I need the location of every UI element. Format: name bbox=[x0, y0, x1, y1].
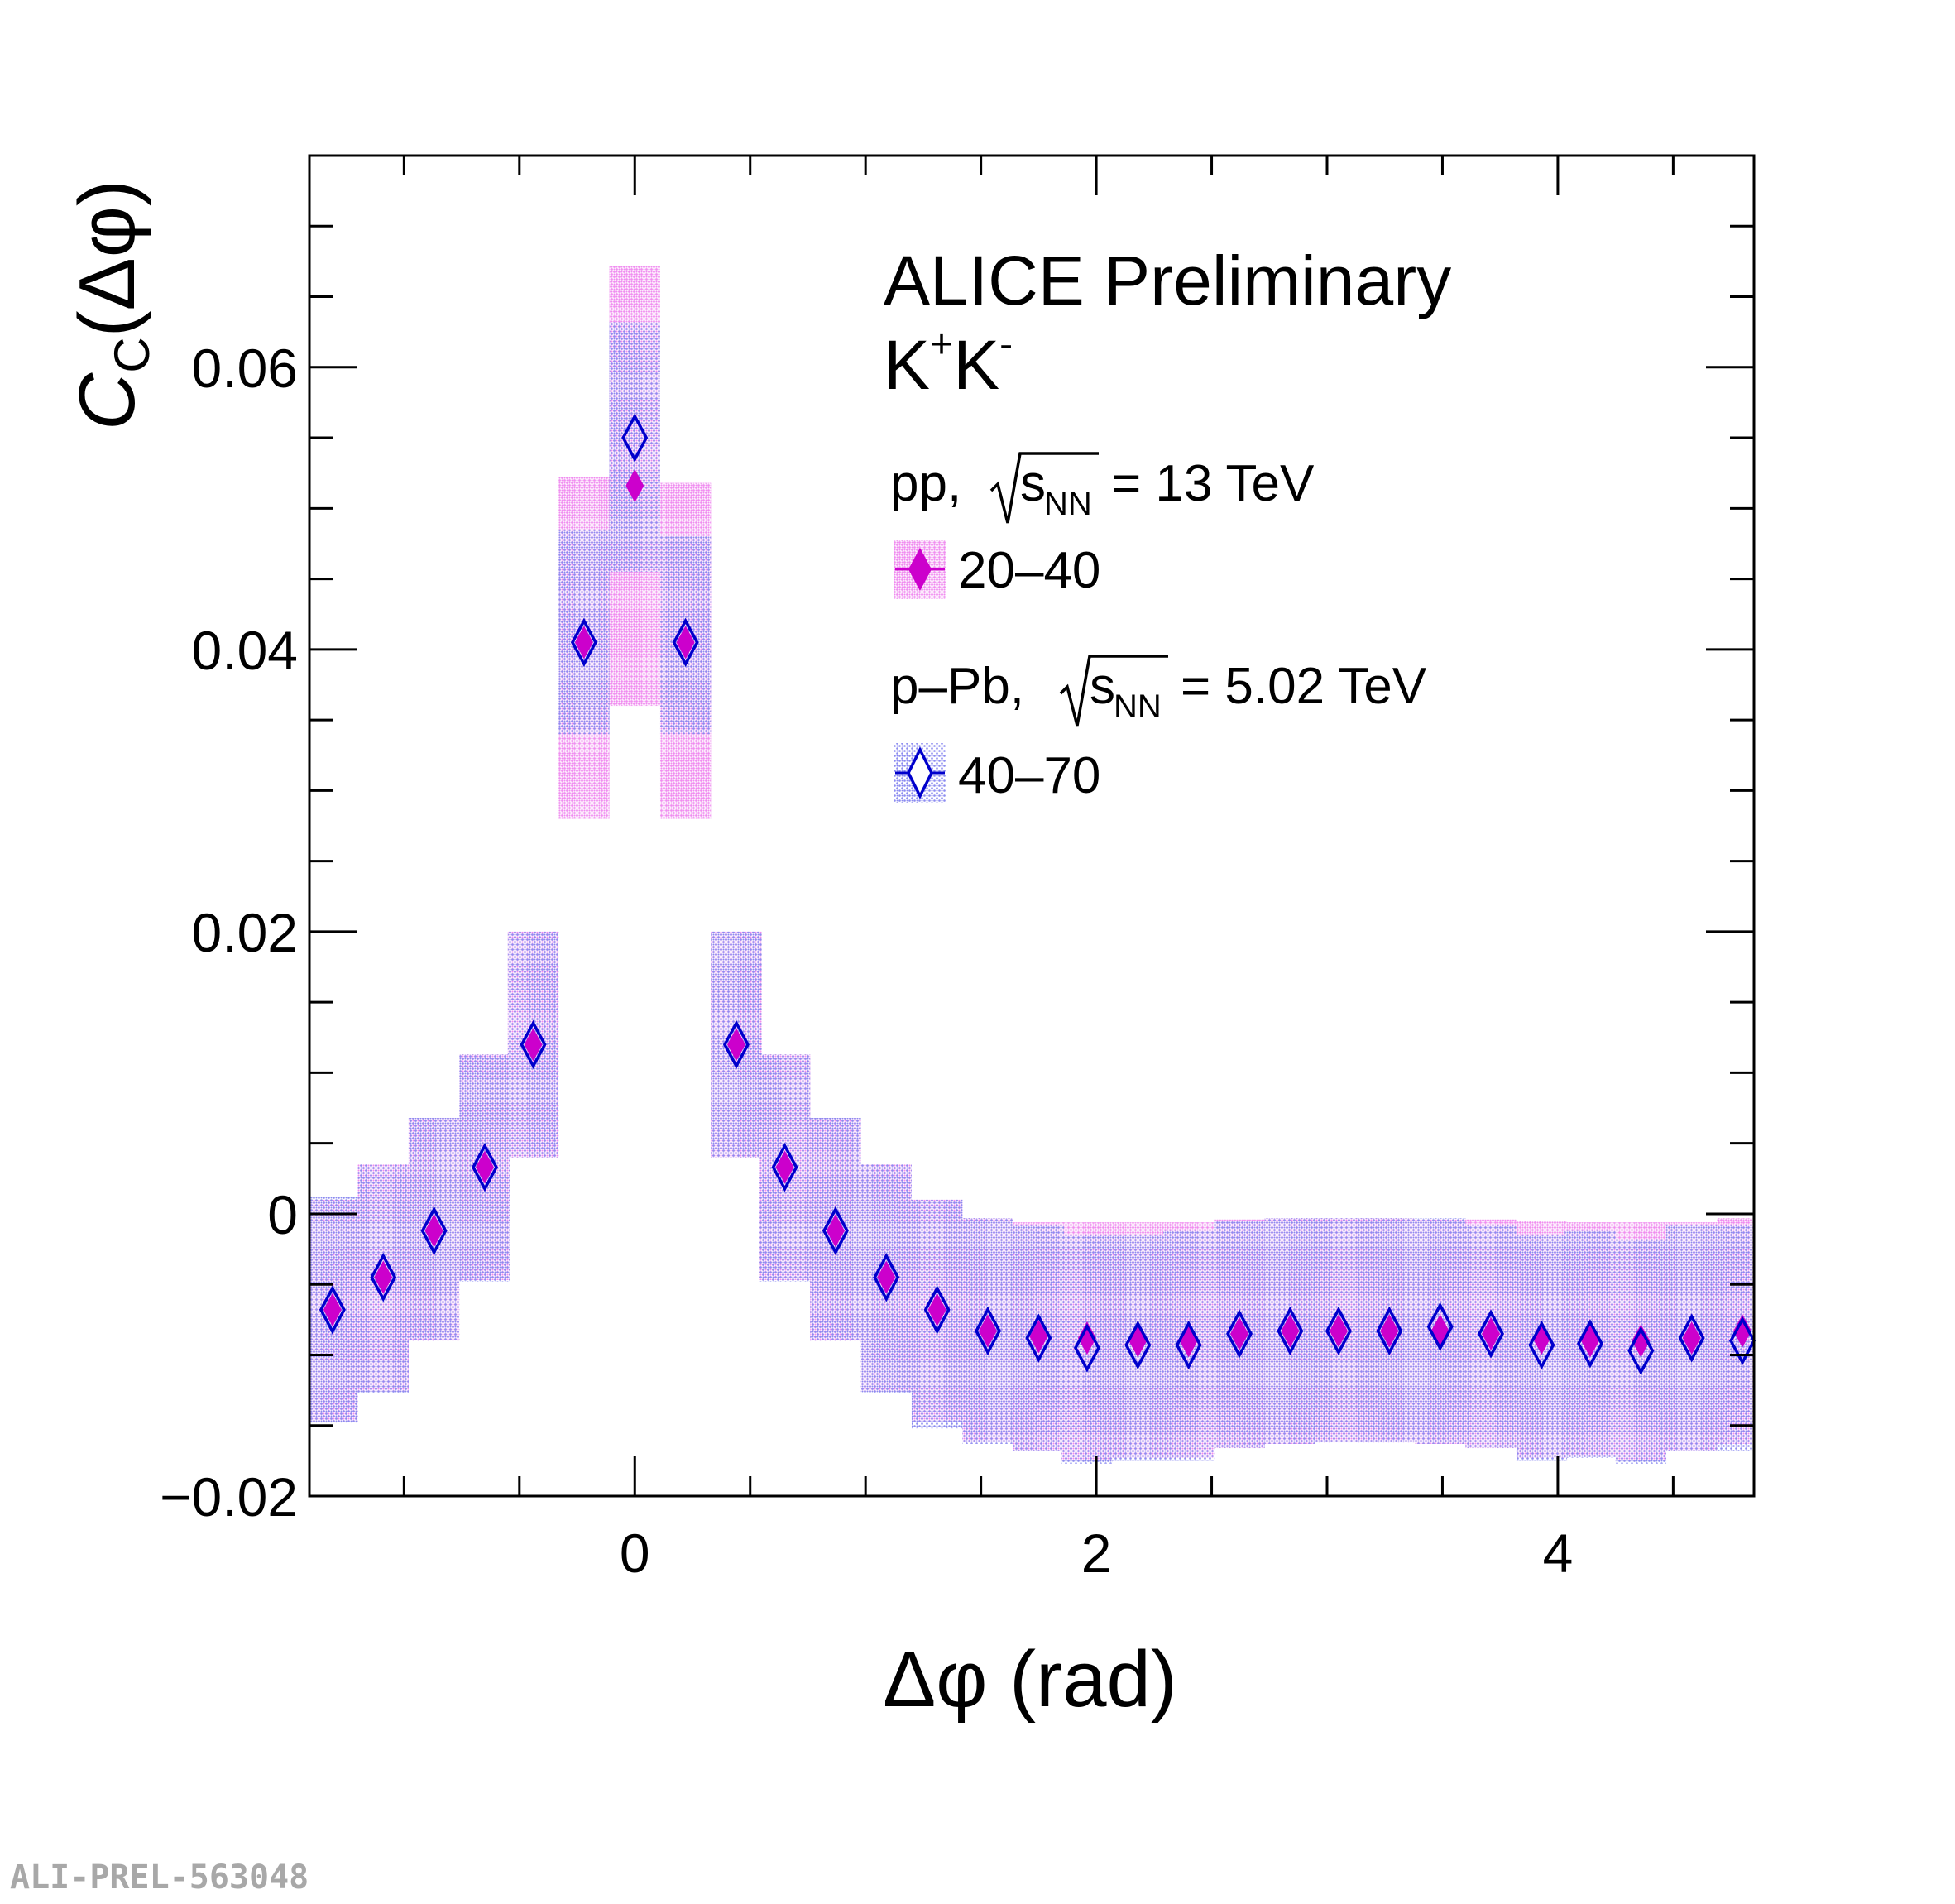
axis-ticks bbox=[309, 154, 1754, 1498]
ppb-data-point bbox=[1025, 1313, 1052, 1363]
y-tick-label: 0.04 bbox=[192, 620, 298, 681]
y-axis-title-main: C bbox=[63, 372, 151, 430]
x-tick-label: 2 bbox=[1081, 1523, 1112, 1584]
ppb-data-point bbox=[319, 1285, 346, 1335]
ppb-data-point bbox=[1729, 1316, 1756, 1366]
pp-data-point bbox=[323, 1293, 342, 1326]
ppb-data-point bbox=[1124, 1320, 1152, 1370]
pp-data-point bbox=[1329, 1314, 1348, 1348]
y-tick-label: 0.06 bbox=[192, 338, 298, 399]
ppb-data-point bbox=[723, 1019, 750, 1070]
y-tick-labels: −0.02 0 0.02 0.04 0.06 bbox=[160, 338, 298, 1528]
pp-data-point bbox=[524, 1028, 543, 1062]
y-tick-label: −0.02 bbox=[160, 1466, 298, 1528]
legend-ppb-sub: NN bbox=[1114, 688, 1162, 725]
y-tick-label: 0.02 bbox=[192, 902, 298, 963]
legend-ppb-system: p–Pb, bbox=[890, 658, 1024, 715]
y-axis-title-sub: C bbox=[104, 337, 160, 372]
plot-frame bbox=[308, 154, 1756, 1498]
pp-data-point bbox=[625, 469, 644, 503]
pp-data-point bbox=[1380, 1314, 1399, 1348]
ppb-data-point bbox=[1376, 1306, 1403, 1356]
legend-ppb-s: s bbox=[1090, 658, 1115, 715]
pp-data-point bbox=[927, 1293, 946, 1326]
legend-pp-header: pp, s NN = 13 TeV bbox=[890, 452, 1315, 524]
pp-data-point bbox=[979, 1314, 998, 1348]
ppb-data-point bbox=[370, 1252, 397, 1302]
legend-pp-sub: NN bbox=[1044, 486, 1092, 522]
alice-preliminary-title: ALICE Preliminary bbox=[884, 242, 1451, 319]
watermark: ALI-PREL-563048 bbox=[10, 1858, 309, 1897]
ppb-data-point bbox=[1226, 1309, 1253, 1359]
ppb-data-point bbox=[1478, 1309, 1505, 1359]
y-axis-title: CC(Δφ) bbox=[63, 180, 160, 430]
ppb-data-point bbox=[1426, 1302, 1454, 1352]
particle-label: K+K- bbox=[884, 323, 1013, 404]
legend-ppb-label: 40–70 bbox=[958, 747, 1100, 804]
pp-data-point bbox=[877, 1260, 896, 1294]
ppb-data-point bbox=[975, 1306, 1001, 1356]
pp-data-point bbox=[726, 1028, 745, 1062]
pp-data-point bbox=[1632, 1324, 1651, 1358]
ppb-data-point bbox=[1528, 1320, 1555, 1370]
ppb-markers bbox=[319, 413, 1756, 1376]
ppb-data-point bbox=[1576, 1319, 1603, 1369]
pp-data-point bbox=[1682, 1321, 1701, 1355]
legend-ppb-marker bbox=[907, 746, 933, 799]
ppb-data-point bbox=[771, 1142, 798, 1192]
ppb-data-point bbox=[1325, 1306, 1352, 1356]
legend-pp-energy: = 13 TeV bbox=[1111, 455, 1315, 512]
pp-data-point bbox=[1077, 1321, 1096, 1355]
x-tick-label: 0 bbox=[620, 1523, 650, 1584]
sqrt-sign-ppb bbox=[1059, 655, 1168, 727]
pp-data-point bbox=[826, 1214, 845, 1248]
ppb-data-point bbox=[822, 1206, 849, 1256]
x-tick-label: 4 bbox=[1543, 1523, 1574, 1584]
pp-data-point bbox=[1733, 1314, 1752, 1348]
ppb-data-point bbox=[570, 617, 597, 668]
ppb-data-point bbox=[1678, 1313, 1705, 1363]
ppb-data-point bbox=[1073, 1323, 1100, 1373]
ppb-data-point bbox=[420, 1206, 448, 1256]
pp-data-point bbox=[1482, 1316, 1501, 1350]
legend-pp-marker bbox=[908, 548, 932, 591]
ppb-data-point bbox=[873, 1252, 900, 1302]
pp-data-point bbox=[374, 1260, 393, 1294]
ppb-band bbox=[1717, 1225, 1754, 1451]
pp-data-point bbox=[1029, 1320, 1048, 1354]
ppb-data-point bbox=[1627, 1326, 1655, 1376]
y-axis-title-rest: (Δφ) bbox=[63, 180, 151, 337]
ppb-data-point bbox=[1277, 1306, 1304, 1356]
pp-data-point bbox=[676, 626, 695, 659]
x-tick-labels: 0 2 4 bbox=[620, 1523, 1573, 1584]
pp-data-point bbox=[1230, 1316, 1249, 1350]
legend-ppb-entry: 40–70 bbox=[894, 743, 1100, 804]
ppb-data-point bbox=[520, 1019, 547, 1070]
legend-pp-s: s bbox=[1020, 455, 1046, 512]
y-tick-label: 0 bbox=[267, 1184, 298, 1245]
x-axis-title: Δφ (rad) bbox=[883, 1635, 1177, 1724]
pp-data-point bbox=[424, 1214, 443, 1248]
pp-data-point bbox=[475, 1150, 494, 1184]
legend-pp-label: 20–40 bbox=[958, 542, 1100, 599]
ppb-band bbox=[609, 322, 660, 573]
ppb-data-point bbox=[923, 1285, 951, 1335]
ppb-data-point bbox=[621, 413, 649, 463]
legend-ppb-energy: = 5.02 TeV bbox=[1181, 658, 1427, 715]
sqrt-sign-pp bbox=[989, 452, 1099, 524]
pp-data-point bbox=[1281, 1314, 1300, 1348]
ppb-data-point bbox=[1175, 1320, 1202, 1370]
ppb-data-point bbox=[471, 1142, 498, 1192]
legend-pp-entry: 20–40 bbox=[894, 540, 1100, 599]
pp-data-point bbox=[775, 1150, 794, 1184]
pp-data-point bbox=[574, 626, 593, 659]
legend-pp-system: pp, bbox=[890, 455, 961, 512]
ppb-data-point bbox=[672, 617, 699, 668]
legend-ppb-header: p–Pb, s NN = 5.02 TeV bbox=[890, 655, 1427, 727]
